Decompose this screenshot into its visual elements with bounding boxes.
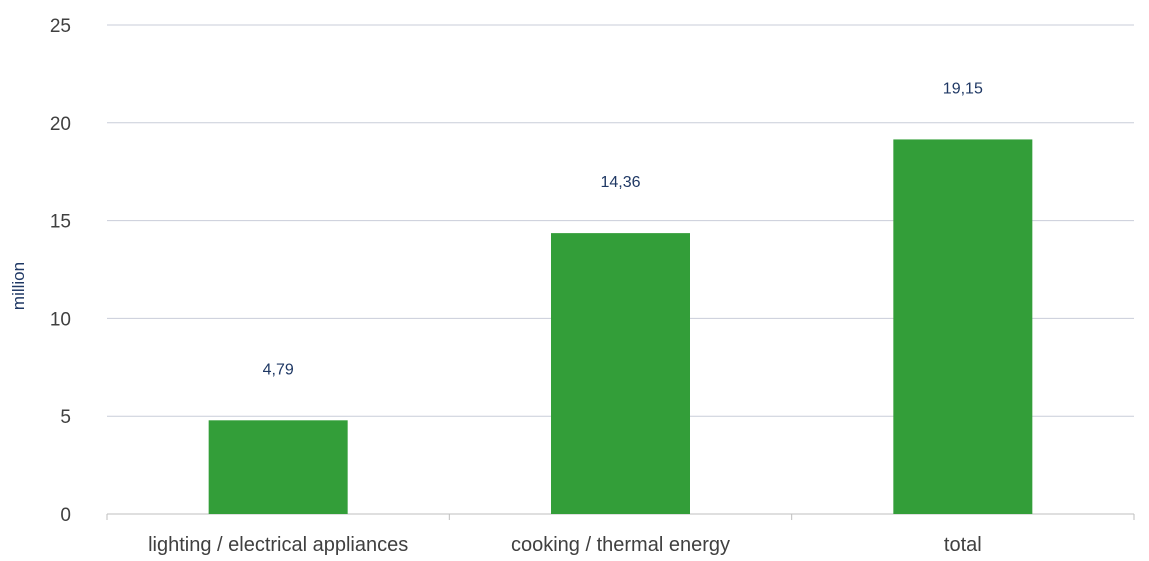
data-label: 4,79	[263, 361, 294, 378]
data-label: 19,15	[943, 80, 983, 97]
bar	[551, 233, 690, 514]
y-tick-label: 20	[50, 114, 71, 135]
bar	[208, 420, 348, 514]
y-tick-label: 15	[50, 212, 71, 233]
axes	[106, 513, 1135, 520]
x-category-label: total	[944, 534, 982, 556]
labels: 0 5 10 15 20 25 4,79 lighting / electrical appl…	[50, 16, 983, 556]
y-tick-label: 5	[60, 407, 71, 428]
x-category-label: cooking / thermal energy	[511, 534, 730, 556]
y-tick-label: 0	[60, 505, 71, 526]
x-category-label: lighting / electrical appliances	[148, 534, 408, 556]
y-axis-title: million	[9, 262, 28, 310]
bar	[893, 139, 1033, 514]
y-tick-label: 10	[50, 309, 71, 330]
data-label: 14,36	[600, 174, 640, 191]
bars	[208, 139, 1033, 514]
y-tick-label: 25	[50, 16, 71, 37]
